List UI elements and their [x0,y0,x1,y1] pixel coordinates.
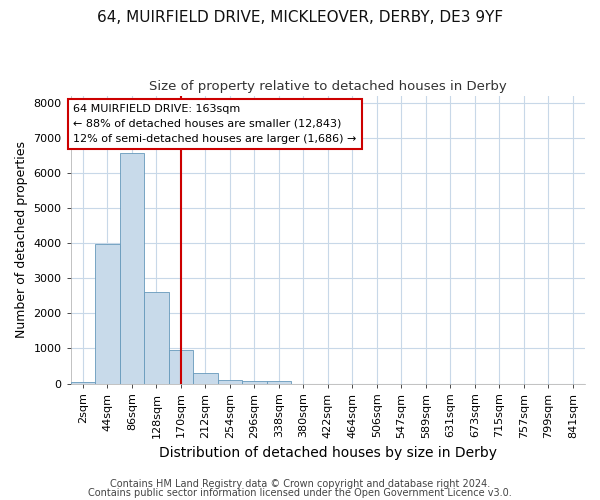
Text: Contains public sector information licensed under the Open Government Licence v3: Contains public sector information licen… [88,488,512,498]
Bar [242,381,266,384]
Title: Size of property relative to detached houses in Derby: Size of property relative to detached ho… [149,80,507,93]
Text: 64, MUIRFIELD DRIVE, MICKLEOVER, DERBY, DE3 9YF: 64, MUIRFIELD DRIVE, MICKLEOVER, DERBY, … [97,10,503,25]
Bar [144,292,169,384]
Text: Contains HM Land Registry data © Crown copyright and database right 2024.: Contains HM Land Registry data © Crown c… [110,479,490,489]
Bar [95,244,119,384]
Bar [218,380,242,384]
Y-axis label: Number of detached properties: Number of detached properties [15,141,28,338]
Bar [266,382,291,384]
Bar [119,154,144,384]
X-axis label: Distribution of detached houses by size in Derby: Distribution of detached houses by size … [159,446,497,460]
Bar [193,372,218,384]
Bar [71,382,95,384]
Bar [169,350,193,384]
Text: 64 MUIRFIELD DRIVE: 163sqm
← 88% of detached houses are smaller (12,843)
12% of : 64 MUIRFIELD DRIVE: 163sqm ← 88% of deta… [73,104,356,144]
